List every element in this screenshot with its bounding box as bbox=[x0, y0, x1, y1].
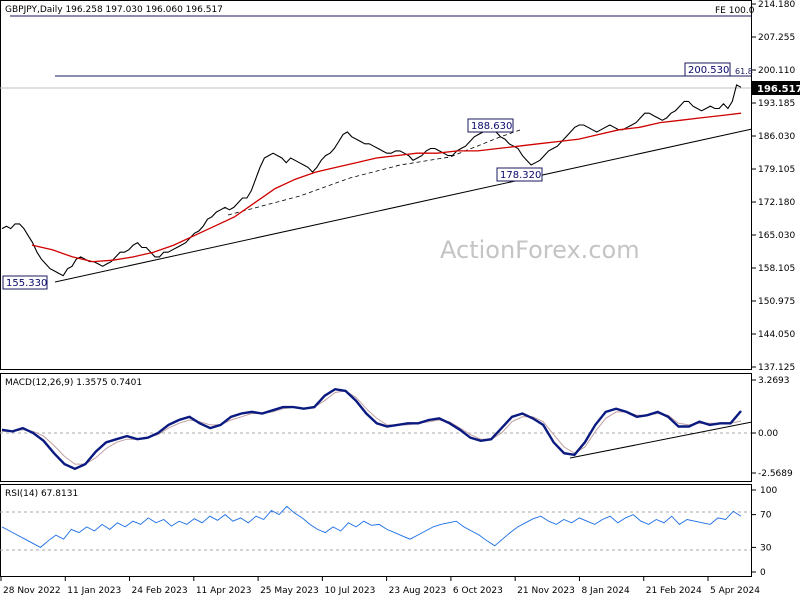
macd-series bbox=[1, 387, 742, 471]
price-y-tick-label: 179.105 bbox=[758, 165, 795, 175]
x-tick-label: 11 Jan 2023 bbox=[67, 586, 121, 596]
macd-signal-series bbox=[2, 390, 742, 465]
svg-text:188.630: 188.630 bbox=[471, 121, 512, 132]
annotation-188-630: 188.630 bbox=[467, 118, 514, 133]
svg-text:178.320: 178.320 bbox=[500, 170, 541, 181]
x-tick-label: 24 Feb 2023 bbox=[132, 586, 188, 596]
x-tick-label: 28 Nov 2022 bbox=[3, 586, 61, 596]
rsi-y-axis: 100 70 30 0 bbox=[751, 486, 777, 578]
macd-y-tick-label: 0.00 bbox=[758, 429, 778, 439]
rsi-y-tick-label: 70 bbox=[760, 511, 772, 521]
price-y-tick-label: 172.180 bbox=[758, 198, 795, 208]
x-tick-label: 21 Nov 2023 bbox=[517, 586, 575, 596]
x-tick-label: 23 Aug 2023 bbox=[389, 586, 447, 596]
rsi-panel-title: RSI(14) 67.8131 bbox=[5, 489, 78, 499]
annotation-200-530: 200.530 bbox=[684, 62, 731, 77]
macd-panel bbox=[0, 373, 752, 482]
price-y-tick-label: 186.030 bbox=[758, 132, 795, 142]
x-tick-label: 21 Feb 2024 bbox=[646, 586, 702, 596]
price-y-tick-label: 193.185 bbox=[758, 99, 795, 109]
price-panel bbox=[0, 0, 752, 370]
watermark: ActionForex.com bbox=[440, 236, 640, 264]
rsi-y-tick-label: 100 bbox=[760, 486, 777, 496]
x-tick-label: 5 Apr 2024 bbox=[710, 586, 760, 596]
macd-y-tick-label: 3.2693 bbox=[758, 376, 790, 386]
x-axis: 28 Nov 2022 11 Jan 2023 24 Feb 2023 11 Apr … bbox=[0, 577, 760, 596]
svg-text:155.330: 155.330 bbox=[6, 278, 47, 289]
macd-y-tick-label: -2.5689 bbox=[758, 469, 793, 479]
support-trendline bbox=[54, 128, 753, 283]
price-y-tick-label: 214.180 bbox=[758, 0, 795, 10]
annotation-178-320: 178.320 bbox=[496, 167, 543, 182]
x-tick-label: 25 May 2023 bbox=[260, 586, 319, 596]
price-series bbox=[1, 84, 742, 277]
rsi-panel bbox=[0, 484, 752, 577]
fe-100-label: FE 100.0 bbox=[715, 6, 755, 16]
price-y-tick-label: 137.125 bbox=[758, 363, 795, 373]
x-tick-label: 6 Oct 2023 bbox=[453, 586, 503, 596]
rsi-series bbox=[1, 505, 742, 548]
macd-trendline bbox=[569, 421, 753, 459]
price-y-tick-label: 158.105 bbox=[758, 264, 795, 274]
fib-61-8-label: 61.8 bbox=[735, 67, 753, 76]
x-tick-label: 8 Jan 2024 bbox=[581, 586, 629, 596]
rsi-y-tick-label: 30 bbox=[760, 543, 772, 553]
macd-y-axis: 3.2693 0.00 -2.5689 bbox=[751, 376, 793, 479]
annotation-155-330: 155.330 bbox=[2, 275, 48, 290]
price-panel-title: GBPJPY,Daily 196.258 197.030 196.060 196… bbox=[5, 5, 223, 15]
moving-average-series bbox=[31, 112, 742, 263]
price-y-tick-label: 144.050 bbox=[758, 330, 795, 340]
macd-panel-title: MACD(12,26,9) 1.3575 0.7401 bbox=[5, 378, 142, 388]
x-tick-label: 10 Jul 2023 bbox=[324, 586, 375, 596]
price-y-tick-label: 207.255 bbox=[758, 33, 795, 43]
price-y-axis: 214.180 207.255 200.110 193.185 186.030 179.1… bbox=[751, 0, 795, 373]
x-tick-label: 11 Apr 2023 bbox=[196, 586, 252, 596]
rsi-y-tick-label: 0 bbox=[760, 568, 766, 578]
svg-text:196.517: 196.517 bbox=[757, 84, 800, 95]
price-y-tick-label: 150.975 bbox=[758, 297, 795, 307]
svg-text:200.530: 200.530 bbox=[688, 65, 729, 76]
price-y-tick-label: 200.110 bbox=[758, 66, 795, 76]
price-y-tick-label: 165.030 bbox=[758, 231, 795, 241]
current-price-tag: 196.517 bbox=[752, 81, 800, 95]
